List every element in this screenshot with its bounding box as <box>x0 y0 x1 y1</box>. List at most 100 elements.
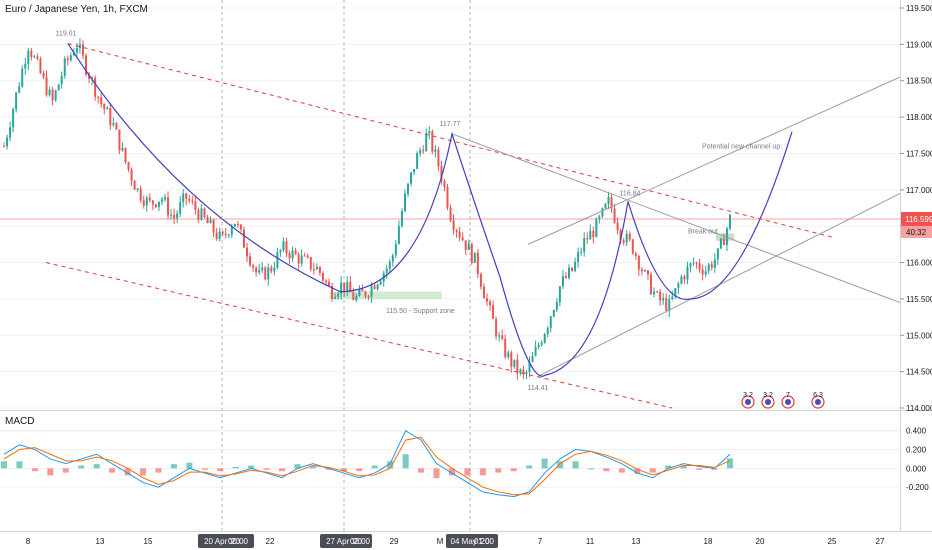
candle-body <box>546 327 549 334</box>
candle-body <box>85 55 88 75</box>
candle-body <box>722 238 725 245</box>
candle-body <box>370 285 373 297</box>
macd-histogram-bar <box>78 465 85 469</box>
candle-body <box>54 90 57 101</box>
candle-body <box>300 255 303 264</box>
candle-body <box>665 298 668 311</box>
x-tick-label: 00:00 <box>228 537 249 546</box>
candle-body <box>452 220 455 231</box>
macd-tick-label: -0.200 <box>906 483 929 492</box>
candle-body <box>72 52 75 56</box>
event-marker[interactable]: 6 3 <box>811 392 825 409</box>
y-tick-label: 116.000 <box>906 259 932 268</box>
y-tick-label: 115.000 <box>906 331 932 340</box>
lower-channel-line <box>45 262 673 409</box>
event-marker[interactable]: 7 <box>781 392 795 409</box>
candle-body <box>75 48 78 53</box>
candle-body <box>628 233 631 240</box>
y-tick-label: 119.000 <box>906 40 932 49</box>
x-tick-label: 27 Apr '20 <box>326 537 362 546</box>
candle-body <box>255 267 258 273</box>
candle-body <box>656 291 659 293</box>
candle-body <box>106 107 109 110</box>
symbol-title[interactable]: Euro / Japanese Yen, 1h, FXCM <box>5 4 148 15</box>
candle-body <box>531 355 534 362</box>
macd-histogram-bar <box>649 468 656 473</box>
candle-body <box>686 266 689 280</box>
countdown-badge <box>901 225 932 238</box>
annotation-low: 114.41 <box>528 385 549 392</box>
x-tick-label: 15 <box>144 537 153 546</box>
macd-histogram-bar <box>680 465 687 469</box>
x-tick-label: 22 <box>266 537 275 546</box>
candle-body <box>613 208 616 223</box>
x-tick-label: 13 <box>96 537 105 546</box>
candle-body <box>407 183 410 194</box>
macd-histogram-bar <box>541 458 548 469</box>
candle-body <box>671 296 674 300</box>
candle-body <box>291 250 294 259</box>
event-marker[interactable]: 3 2 <box>741 392 755 409</box>
annotation-peak: 119.01 <box>56 31 77 38</box>
candle-body <box>309 257 312 270</box>
macd-histogram-bar <box>340 468 347 472</box>
candle-body <box>643 270 646 272</box>
candle-body <box>552 309 555 317</box>
candle-body <box>285 241 288 254</box>
candle-body <box>66 58 69 61</box>
macd-histogram-bar <box>587 468 594 470</box>
candle-body <box>224 233 227 235</box>
x-tick-label: 20 Apr '20 <box>204 537 240 546</box>
last-price-badge <box>901 211 932 226</box>
candle-body <box>3 146 5 148</box>
annotation-support: 115.50 - Support zone <box>386 308 455 315</box>
candle-body <box>622 240 625 243</box>
candle-body <box>662 298 665 301</box>
candle-body <box>328 282 331 287</box>
channel-line <box>527 76 901 245</box>
candle-body <box>470 243 473 263</box>
candle-body <box>443 180 446 188</box>
y-tick-label: 119.500 <box>906 4 932 13</box>
candle-body <box>81 44 84 56</box>
candle-body <box>18 86 21 93</box>
annotation-projection: Potential new channel up: <box>702 143 782 150</box>
price-axis[interactable]: 119.500 119.000 118.500 118.000 117.500 117.0… <box>900 4 932 492</box>
candle-body <box>558 286 561 303</box>
candle-body <box>312 269 315 271</box>
macd-histogram-bar <box>1 461 7 469</box>
macd-histogram-bar <box>634 468 641 474</box>
candle-body <box>252 265 255 268</box>
candle-body <box>197 209 200 220</box>
candle-body <box>580 251 583 253</box>
candle-body <box>637 255 640 270</box>
macd-title[interactable]: MACD <box>5 416 35 427</box>
macd-histogram-bar <box>479 468 486 476</box>
candle-body <box>403 193 406 211</box>
candle-body <box>397 226 400 245</box>
candle-body <box>677 283 680 289</box>
candle-body <box>6 137 9 147</box>
event-markers[interactable]: 3 2 3 2 7 6 3 <box>741 392 825 409</box>
candle-body <box>203 208 206 218</box>
candle-body <box>519 369 522 374</box>
candle-body <box>261 267 264 271</box>
x-tick-label: M <box>437 537 444 546</box>
drawings-layer[interactable] <box>0 43 901 409</box>
candle-body <box>674 288 677 297</box>
y-tick-label: 114.000 <box>906 404 932 413</box>
candle-body <box>610 196 613 209</box>
event-marker[interactable]: 3 2 <box>761 392 775 409</box>
candle-body <box>729 214 731 229</box>
macd-histogram-bar <box>572 461 579 469</box>
candle-body <box>467 243 470 251</box>
candle-body <box>69 55 72 61</box>
candle-body <box>431 131 434 152</box>
time-label-box <box>320 534 372 548</box>
candle-body <box>513 359 516 367</box>
candle-body <box>179 202 182 214</box>
event-marker-dot <box>765 399 771 405</box>
candle-body <box>589 230 592 240</box>
